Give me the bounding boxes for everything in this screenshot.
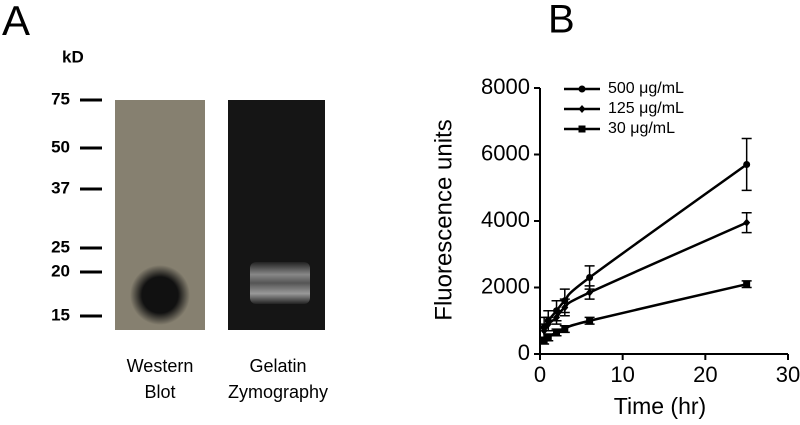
point	[743, 280, 751, 288]
x-tick-label: 0	[534, 362, 546, 387]
point	[586, 274, 594, 282]
y-tick-label: 8000	[481, 74, 530, 99]
point	[544, 320, 552, 329]
series-line	[543, 282, 747, 342]
lane-label: Blot	[144, 382, 175, 402]
series-line	[543, 221, 748, 332]
legend-label: 500 μg/mL	[608, 80, 684, 97]
zymography-band	[250, 262, 310, 304]
blot-spot	[130, 265, 190, 325]
x-tick-label: 20	[693, 362, 717, 387]
x-tick-label: 30	[776, 362, 800, 387]
panel-label: A	[2, 0, 30, 44]
series-line	[543, 163, 748, 329]
y-tick-label: 2000	[481, 273, 530, 298]
x-tick-label: 10	[610, 362, 634, 387]
marker-label: 25	[51, 237, 70, 256]
point	[586, 317, 594, 325]
point	[743, 160, 751, 168]
lane-label: Zymography	[228, 382, 328, 402]
point	[586, 288, 594, 297]
panel-label: B	[548, 0, 575, 42]
legend-label: 30 μg/mL	[608, 120, 675, 137]
unit-label: kD	[62, 47, 84, 66]
legend-marker	[578, 105, 586, 113]
marker-label: 37	[51, 178, 70, 197]
lane-label: Gelatin	[249, 356, 306, 376]
y-tick-label: 0	[518, 340, 530, 365]
y-tick-label: 6000	[481, 140, 530, 165]
marker-label: 50	[51, 137, 70, 156]
lane-label: Western	[127, 356, 194, 376]
legend-marker	[578, 125, 586, 133]
point	[553, 313, 561, 322]
x-axis-label: Time (hr)	[614, 393, 706, 419]
y-tick-label: 4000	[481, 207, 530, 232]
marker-label: 75	[51, 89, 70, 108]
legend-marker	[578, 85, 586, 93]
y-axis-label: Fluorescence units	[430, 119, 457, 320]
point	[561, 303, 569, 312]
point	[544, 333, 552, 341]
marker-label: 15	[51, 305, 70, 324]
point	[743, 218, 751, 227]
point	[553, 328, 561, 336]
legend-label: 125 μg/mL	[608, 100, 684, 117]
marker-label: 20	[51, 261, 70, 280]
point	[561, 325, 569, 333]
